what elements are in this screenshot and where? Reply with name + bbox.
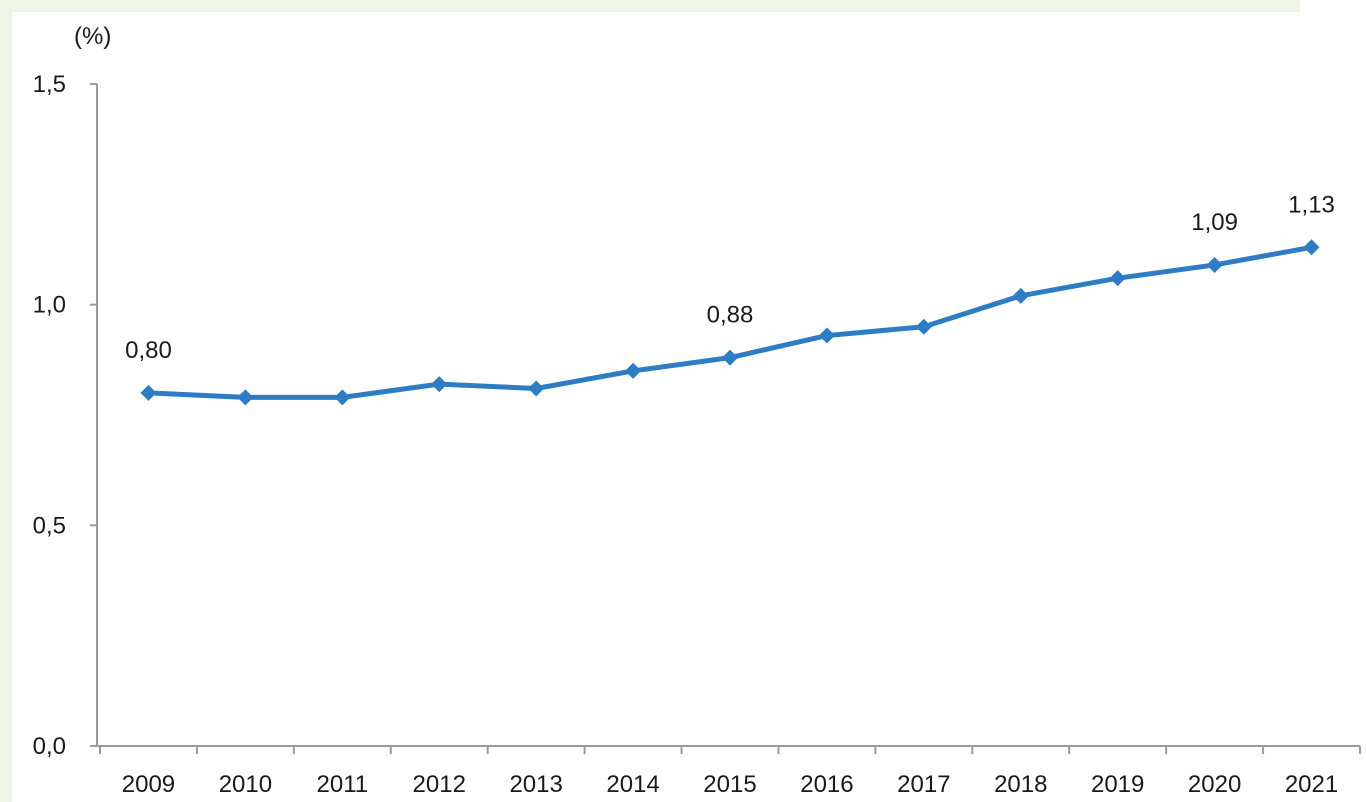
x-tick-label: 2011 bbox=[317, 771, 369, 798]
data-label: 1,09 bbox=[1191, 209, 1238, 236]
data-point-marker bbox=[1206, 256, 1223, 273]
data-point-marker bbox=[915, 318, 932, 335]
x-tick-label: 2010 bbox=[219, 771, 272, 798]
data-label: 0,80 bbox=[125, 337, 172, 364]
y-tick-label: 0,0 bbox=[33, 733, 66, 760]
frame-top-border bbox=[0, 0, 1300, 12]
series-line bbox=[140, 239, 1320, 406]
data-point-marker bbox=[528, 380, 545, 397]
x-tick-label: 2019 bbox=[1091, 771, 1144, 798]
x-tick-label: 2021 bbox=[1285, 771, 1338, 798]
data-point-marker bbox=[237, 389, 254, 406]
x-tick-label: 2017 bbox=[897, 771, 950, 798]
data-point-marker bbox=[334, 389, 351, 406]
data-label: 1,13 bbox=[1288, 191, 1335, 218]
data-point-marker bbox=[818, 327, 835, 344]
data-point-marker bbox=[431, 376, 448, 393]
x-tick-label: 2012 bbox=[413, 771, 466, 798]
x-tick-label: 2018 bbox=[994, 771, 1047, 798]
axes: 0,0 0,5 1,0 1,5 2009 2010 2011 2012 2013 2014 2015… bbox=[33, 71, 1361, 798]
data-labels: 0,80 0,88 1,09 1,13 bbox=[125, 191, 1335, 364]
data-point-marker bbox=[1109, 270, 1126, 287]
x-tick-label: 2015 bbox=[703, 771, 756, 798]
data-point-marker bbox=[1303, 239, 1320, 256]
data-point-marker bbox=[625, 362, 642, 379]
data-label: 0,88 bbox=[707, 302, 754, 329]
data-point-marker bbox=[1012, 287, 1029, 304]
y-tick-label: 1,0 bbox=[33, 292, 66, 319]
x-tick-label: 2020 bbox=[1188, 771, 1241, 798]
data-point-marker bbox=[140, 384, 157, 401]
x-tick-label: 2009 bbox=[122, 771, 175, 798]
x-tick-label: 2016 bbox=[800, 771, 853, 798]
y-unit-label: (%) bbox=[74, 23, 111, 50]
y-tick-label: 0,5 bbox=[33, 512, 66, 539]
y-tick-label: 1,5 bbox=[33, 71, 66, 98]
data-point-marker bbox=[722, 349, 738, 366]
x-tick-label: 2013 bbox=[509, 771, 562, 798]
x-tick-label: 2014 bbox=[606, 771, 659, 798]
frame-left-border bbox=[0, 0, 12, 802]
